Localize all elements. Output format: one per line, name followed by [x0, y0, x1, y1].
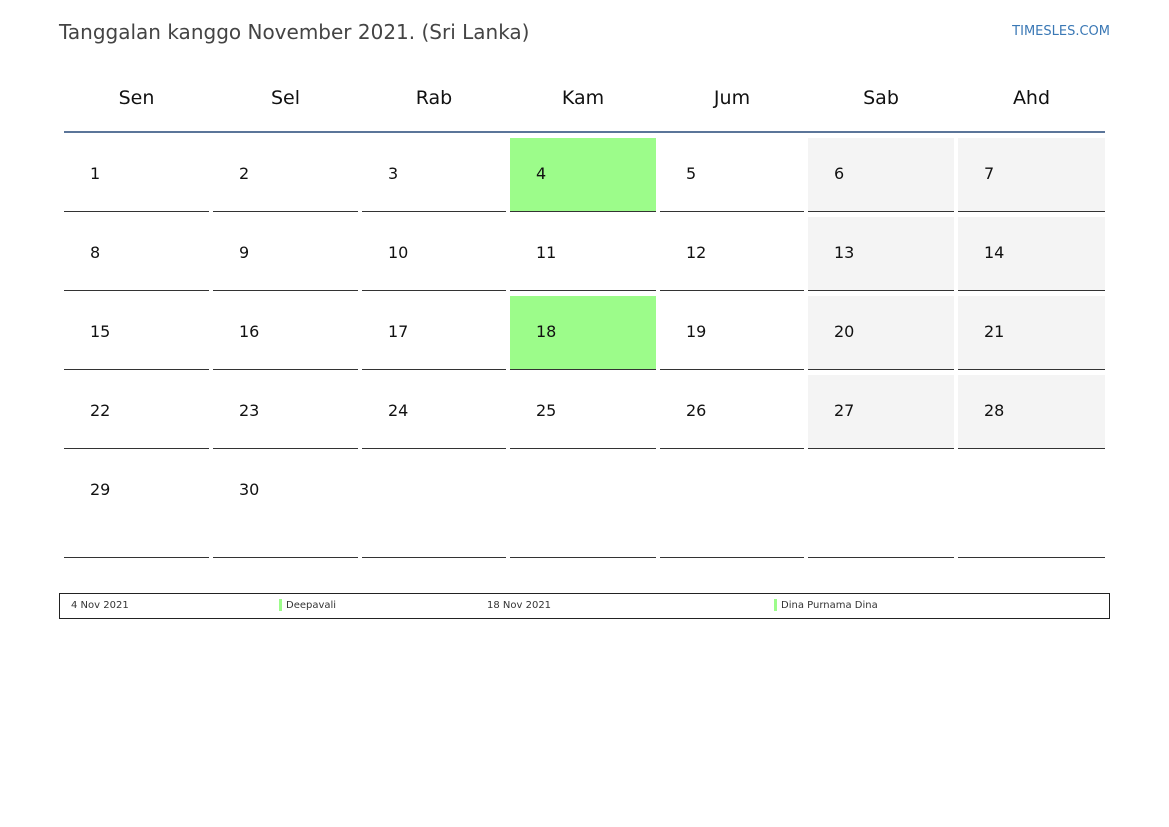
legend-holiday-name: Deepavali — [286, 600, 337, 611]
calendar-day-cell[interactable]: 21 — [958, 296, 1105, 370]
calendar-day-cell[interactable]: 24 — [362, 375, 506, 449]
calendar-day-cell[interactable]: 30 — [213, 454, 358, 558]
calendar-day-cell[interactable]: 12 — [660, 217, 804, 291]
calendar-day-cell[interactable]: 16 — [213, 296, 358, 370]
day-number: 6 — [834, 164, 845, 183]
calendar-empty-cell — [362, 454, 506, 558]
weeks-container: 1 2 3 4 5 6 7 8 9 10 11 12 13 14 15 16 17 18 19 20 21 22 23 24 2… — [64, 138, 1105, 558]
day-number: 17 — [388, 322, 409, 341]
day-number: 1 — [90, 164, 101, 183]
day-number: 20 — [834, 322, 855, 341]
day-number: 2 — [239, 164, 250, 183]
calendar-day-cell[interactable]: 8 — [64, 217, 209, 291]
calendar-day-cell[interactable]: 11 — [510, 217, 656, 291]
legend-holiday-name: Dina Purnama Dina — [781, 600, 878, 611]
calendar-empty-cell — [660, 454, 804, 558]
weekday-header: Kam — [561, 87, 605, 109]
day-number: 26 — [686, 401, 707, 420]
day-number: 29 — [90, 480, 111, 499]
day-number: 3 — [388, 164, 399, 183]
calendar-day-cell[interactable]: 25 — [510, 375, 656, 449]
calendar-day-cell[interactable]: 19 — [660, 296, 804, 370]
calendar-empty-cell — [510, 454, 656, 558]
day-number: 15 — [90, 322, 111, 341]
day-number: 22 — [90, 401, 111, 420]
calendar-day-cell[interactable]: 15 — [64, 296, 209, 370]
weekday-header: Sel — [270, 87, 301, 109]
day-number: 23 — [239, 401, 260, 420]
day-number: 30 — [239, 480, 260, 499]
legend-date: 4 Nov 2021 — [71, 600, 129, 611]
legend-date: 18 Nov 2021 — [487, 600, 552, 611]
calendar-day-cell[interactable]: 17 — [362, 296, 506, 370]
calendar-day-cell[interactable]: 26 — [660, 375, 804, 449]
calendar-week-row: 15 16 17 18 19 20 21 — [64, 296, 1105, 370]
day-number: 13 — [834, 243, 855, 262]
legend-color-marker — [279, 599, 282, 611]
calendar-day-cell[interactable]: 27 — [808, 375, 954, 449]
calendar-day-cell[interactable]: 6 — [808, 138, 954, 212]
calendar-empty-cell — [808, 454, 954, 558]
calendar-day-cell[interactable]: 9 — [213, 217, 358, 291]
weekday-header: Ahd — [1012, 87, 1051, 109]
calendar-grid: Sen Sel Rab Kam Jum Sab Ahd 1 2 3 4 5 6 7 8 9 10 1… — [64, 60, 1105, 558]
day-number: 14 — [984, 243, 1005, 262]
weekday-header: Sab — [863, 87, 899, 109]
brand-link[interactable]: TIMESLES.COM — [1012, 24, 1110, 39]
calendar-week-row: 29 30 — [64, 454, 1105, 558]
calendar-day-cell[interactable]: 28 — [958, 375, 1105, 449]
weekday-header: Jum — [713, 87, 751, 109]
day-number: 7 — [984, 164, 995, 183]
day-number: 5 — [686, 164, 697, 183]
day-number: 11 — [536, 243, 557, 262]
calendar-week-row: 22 23 24 25 26 27 28 — [64, 375, 1105, 449]
day-number: 21 — [984, 322, 1005, 341]
holiday-legend: 4 Nov 2021 Deepavali 18 Nov 2021 Dina Pu… — [59, 593, 1110, 619]
day-number: 16 — [239, 322, 260, 341]
day-number: 9 — [239, 243, 250, 262]
calendar-day-cell[interactable]: 18 — [510, 296, 656, 370]
calendar-week-row: 8 9 10 11 12 13 14 — [64, 217, 1105, 291]
legend-color-marker — [774, 599, 777, 611]
day-number: 4 — [536, 164, 547, 183]
calendar-day-cell[interactable]: 13 — [808, 217, 954, 291]
weekday-header-row: Sen Sel Rab Kam Jum Sab Ahd — [64, 60, 1105, 133]
calendar-day-cell[interactable]: 1 — [64, 138, 209, 212]
day-number: 12 — [686, 243, 707, 262]
weekday-header: Sen — [118, 87, 155, 109]
calendar-day-cell[interactable]: 20 — [808, 296, 954, 370]
day-number: 10 — [388, 243, 409, 262]
weekday-header: Rab — [415, 87, 453, 109]
calendar-day-cell[interactable]: 29 — [64, 454, 209, 558]
day-number: 24 — [388, 401, 409, 420]
calendar-day-cell[interactable]: 10 — [362, 217, 506, 291]
calendar-week-row: 1 2 3 4 5 6 7 — [64, 138, 1105, 212]
calendar-title: Tanggalan kanggo November 2021. (Sri Lan… — [59, 20, 530, 44]
day-number: 8 — [90, 243, 101, 262]
day-number: 28 — [984, 401, 1005, 420]
day-number: 27 — [834, 401, 855, 420]
calendar-day-cell[interactable]: 2 — [213, 138, 358, 212]
calendar-day-cell[interactable]: 3 — [362, 138, 506, 212]
calendar-day-cell[interactable]: 5 — [660, 138, 804, 212]
day-number: 18 — [536, 322, 557, 341]
calendar-day-cell[interactable]: 4 — [510, 138, 656, 212]
calendar-day-cell[interactable]: 7 — [958, 138, 1105, 212]
day-number: 19 — [686, 322, 707, 341]
calendar-day-cell[interactable]: 22 — [64, 375, 209, 449]
calendar-day-cell[interactable]: 23 — [213, 375, 358, 449]
calendar-empty-cell — [958, 454, 1105, 558]
day-number: 25 — [536, 401, 557, 420]
calendar-day-cell[interactable]: 14 — [958, 217, 1105, 291]
